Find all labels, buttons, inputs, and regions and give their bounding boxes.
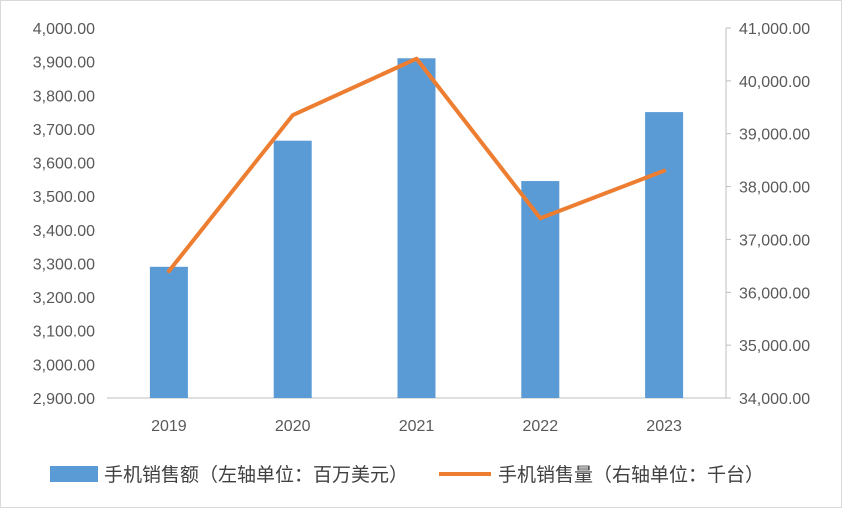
- legend-bar-swatch: [50, 466, 98, 482]
- left-axis-tick-label: 3,800.00: [33, 88, 95, 105]
- right-axis-tick-label: 41,000.00: [739, 21, 810, 38]
- left-axis-tick-label: 3,100.00: [33, 324, 95, 341]
- right-axis-tick-label: 36,000.00: [739, 285, 810, 302]
- right-axis-tick-label: 34,000.00: [739, 391, 810, 408]
- right-axis-tick-label: 39,000.00: [739, 127, 810, 144]
- left-axis-tick-label: 3,400.00: [33, 223, 95, 240]
- line-series: [166, 56, 667, 274]
- left-axis-tick-label: 3,300.00: [33, 256, 95, 273]
- left-axis-tick-label: 4,000.00: [33, 21, 95, 38]
- x-axis-tick-label: 2022: [523, 418, 559, 435]
- right-axis-tick-label: 38,000.00: [739, 180, 810, 197]
- left-axis-tick-label: 3,000.00: [33, 357, 95, 374]
- left-axis-tick-label: 3,600.00: [33, 156, 95, 173]
- right-axis-tick-label: 35,000.00: [739, 338, 810, 355]
- legend-bar-label: 手机销售额（左轴单位：百万美元）: [104, 464, 408, 486]
- bar: [645, 112, 684, 398]
- right-axis-tick-label: 40,000.00: [739, 74, 810, 91]
- left-axis-tick-label: 2,900.00: [33, 391, 95, 408]
- bar: [149, 266, 188, 398]
- left-axis-tick-label: 3,700.00: [33, 122, 95, 139]
- x-axis-tick-label: 2020: [275, 418, 311, 435]
- x-axis-tick-label: 2019: [151, 418, 187, 435]
- x-axis-tick-label: 2021: [399, 418, 435, 435]
- left-axis-tick-label: 3,200.00: [33, 290, 95, 307]
- x-axis-tick-label: 2023: [646, 418, 682, 435]
- left-axis-tick-label: 3,500.00: [33, 189, 95, 206]
- bar: [397, 58, 436, 398]
- legend-line-label: 手机销售量（右轴单位：千台）: [498, 464, 764, 486]
- right-axis-tick-label: 37,000.00: [739, 232, 810, 249]
- bar: [273, 140, 312, 398]
- left-axis-tick-label: 3,900.00: [33, 55, 95, 72]
